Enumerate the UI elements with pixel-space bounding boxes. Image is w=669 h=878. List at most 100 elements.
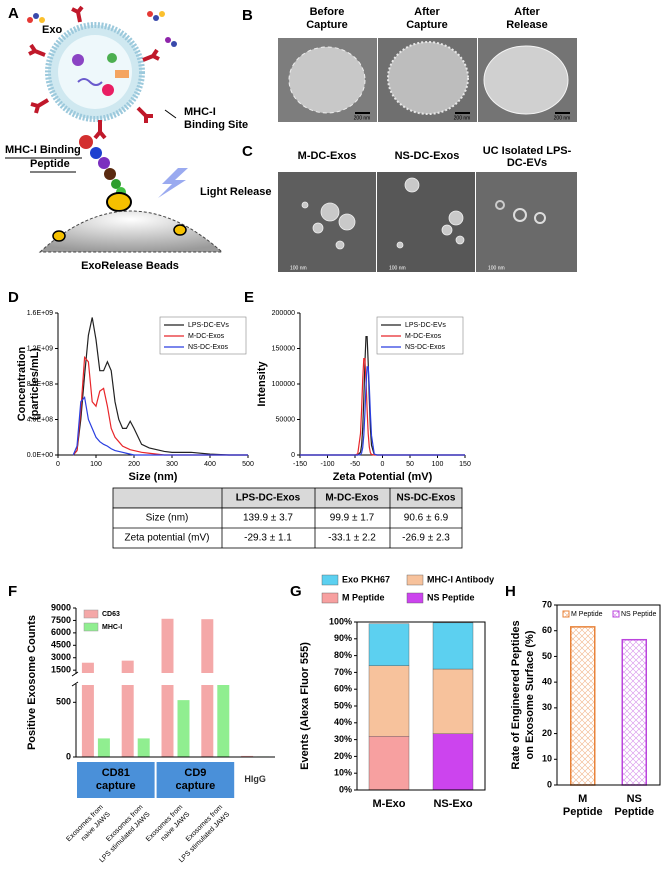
x-tick-label: 500 bbox=[242, 461, 254, 468]
schematic: Exo MHC-I Binding Site MHC-I Binding Pepti… bbox=[5, 5, 272, 272]
x-tick-label: 150 bbox=[459, 461, 471, 468]
legend-label: M-DC-Exos bbox=[405, 333, 442, 340]
y-tick-label: 40% bbox=[334, 717, 352, 727]
receptors bbox=[28, 5, 160, 140]
scale-label: 200 nm bbox=[454, 115, 471, 121]
bar bbox=[177, 700, 190, 757]
y-axis-label: Positive Exosome Counts bbox=[26, 615, 38, 750]
legend-swatch bbox=[83, 622, 99, 632]
group-label: HIgG bbox=[244, 774, 266, 784]
series-line bbox=[72, 395, 248, 456]
x-tick-label: M Peptide bbox=[563, 793, 603, 818]
x-tick-label-group: Exosomes fromnaive JAWS bbox=[65, 804, 112, 851]
y-axis-label-group: Intensity bbox=[256, 361, 268, 407]
panel-label: F bbox=[8, 583, 17, 600]
x-tick-label: Exosomes fromnaive JAWS bbox=[65, 804, 112, 851]
y-axis-label-group: Positive Exosome Counts bbox=[26, 615, 38, 750]
label: MHC-I Binding Peptide bbox=[5, 144, 81, 170]
header-line: NS-DC-Exos bbox=[395, 150, 460, 162]
legend-label: M Peptide bbox=[342, 592, 385, 602]
y-axis-label-line: Rate of Engineered Peptides bbox=[510, 620, 522, 769]
break-mark bbox=[71, 671, 79, 687]
x-tick-label: 200 bbox=[128, 461, 140, 468]
x-tick-label: -50 bbox=[350, 461, 360, 468]
x-tick-label: NS Peptide bbox=[614, 793, 654, 818]
y-tick-label: 20% bbox=[334, 751, 352, 761]
linker bbox=[173, 224, 187, 236]
header-line: Before bbox=[310, 6, 345, 18]
group-label-line: HIgG bbox=[244, 774, 266, 784]
label-line: MHC-I Binding bbox=[5, 144, 81, 156]
scale-label: 100 nm bbox=[290, 265, 307, 271]
group-label-line: CD9 bbox=[184, 767, 206, 779]
micrograph bbox=[476, 172, 577, 272]
bar bbox=[161, 618, 174, 757]
y-tick-label: 3000 bbox=[51, 652, 71, 662]
table-header: M-DC-Exos bbox=[325, 493, 379, 504]
legend-label: LPS-DC-EVs bbox=[405, 322, 446, 329]
label-line: MHC-I bbox=[184, 106, 216, 118]
table-cell: -29.3 ± 1.1 bbox=[244, 533, 292, 544]
header-line: DC-EVs bbox=[507, 157, 547, 169]
group-box bbox=[156, 762, 235, 798]
y-tick-label: 100% bbox=[329, 616, 352, 626]
light-bolt bbox=[158, 168, 188, 198]
series-line bbox=[72, 317, 248, 456]
table-header: NS-DC-Exos bbox=[397, 493, 456, 504]
header-line: Release bbox=[506, 19, 548, 31]
bead-image bbox=[483, 45, 569, 115]
table-cell: 139.9 ± 3.7 bbox=[243, 513, 293, 524]
y-axis-label: Rate of Engineered Peptides on Exosome Su… bbox=[510, 620, 536, 769]
table-cell: Size (nm) bbox=[146, 513, 189, 524]
y-tick-label: 60 bbox=[542, 625, 552, 635]
y-tick-label: 40 bbox=[542, 677, 552, 687]
panel-label: C bbox=[242, 143, 253, 160]
bar bbox=[81, 662, 94, 757]
panel-label: H bbox=[505, 583, 516, 600]
panel-label: E bbox=[244, 289, 254, 306]
y-axis-label: Events (Alexa Fluor 555) bbox=[299, 642, 311, 770]
y-tick-label: 60% bbox=[334, 684, 352, 694]
bar bbox=[621, 638, 647, 786]
x-tick-label: 0 bbox=[56, 461, 60, 468]
x-tick-label-line: NS bbox=[627, 793, 642, 805]
label: Exo bbox=[42, 24, 62, 36]
y-tick-label: 90% bbox=[334, 633, 352, 643]
group-label-line: capture bbox=[96, 780, 136, 792]
bar bbox=[97, 738, 110, 757]
series-line bbox=[300, 366, 465, 456]
bead-image bbox=[387, 41, 469, 115]
scale-label: 100 nm bbox=[488, 265, 505, 271]
x-tick-label: M-Exo bbox=[373, 798, 406, 810]
image-header: NS-DC-Exos bbox=[395, 150, 460, 162]
image-header: Before Capture bbox=[306, 6, 348, 31]
table: LPS-DC-Exos M-DC-Exos NS-DC-Exos Size (n… bbox=[112, 487, 463, 549]
y-tick-label: 0 bbox=[66, 751, 71, 761]
legend-label: CD63 bbox=[102, 611, 120, 618]
x-tick-label-line: M-Exo bbox=[373, 798, 406, 810]
scale-label: 100 nm bbox=[389, 265, 406, 271]
y-axis-label-line: Intensity bbox=[256, 361, 268, 407]
x-axis-label: Size (nm) bbox=[129, 471, 178, 483]
legend-swatch bbox=[321, 592, 339, 604]
y-tick-label: 50% bbox=[334, 700, 352, 710]
y-tick-label: 10% bbox=[334, 768, 352, 778]
legend-label: M-DC-Exos bbox=[188, 333, 225, 340]
table-cell: 90.6 ± 6.9 bbox=[404, 513, 449, 524]
y-tick-label: 50 bbox=[542, 651, 552, 661]
y-tick-label: 1.2E+09 bbox=[27, 345, 53, 352]
x-tick-label: NS-Exo bbox=[433, 798, 472, 810]
bar-segment bbox=[368, 736, 410, 791]
y-tick-label: 100000 bbox=[272, 381, 295, 388]
table-cell: 99.9 ± 1.7 bbox=[330, 513, 375, 524]
x-tick-label: -150 bbox=[293, 461, 307, 468]
cargo bbox=[72, 54, 84, 66]
x-tick-label: 400 bbox=[204, 461, 216, 468]
y-tick-label: 50000 bbox=[276, 416, 296, 423]
axis-break bbox=[74, 673, 275, 685]
x-tick-label: 300 bbox=[166, 461, 178, 468]
legend-label: NS Peptide bbox=[427, 592, 475, 602]
header-line: After bbox=[514, 6, 540, 18]
image-header: After Capture bbox=[406, 6, 448, 31]
